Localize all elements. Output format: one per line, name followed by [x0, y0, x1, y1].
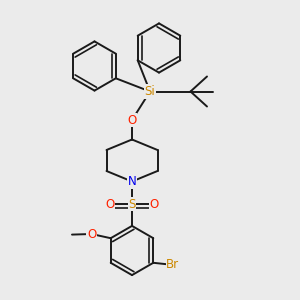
Text: O: O	[105, 197, 114, 211]
Text: Br: Br	[166, 258, 179, 271]
Text: O: O	[128, 113, 136, 127]
Text: N: N	[128, 175, 136, 188]
Text: O: O	[87, 227, 96, 241]
Text: S: S	[128, 197, 136, 211]
Text: O: O	[150, 197, 159, 211]
Text: Si: Si	[145, 85, 155, 98]
